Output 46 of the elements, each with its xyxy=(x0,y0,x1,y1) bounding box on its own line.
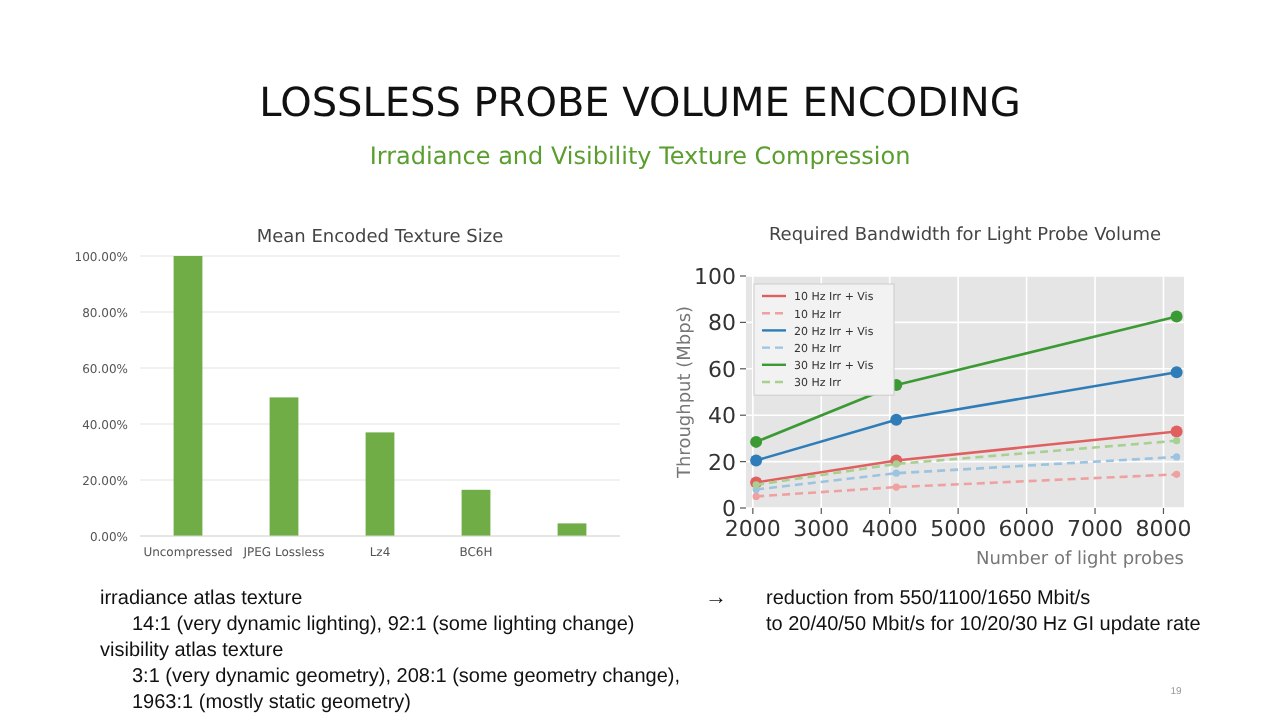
point xyxy=(750,435,763,448)
y-tick-label: 40 xyxy=(708,403,736,430)
point xyxy=(892,483,900,491)
bar xyxy=(461,489,491,536)
chart-title: Required Bandwidth for Light Probe Volume xyxy=(768,226,1163,246)
bar xyxy=(269,397,299,536)
point xyxy=(890,413,903,426)
point xyxy=(892,469,900,477)
point xyxy=(752,492,760,500)
y-tick-label: 60 xyxy=(708,356,736,383)
text: 3:1 (very dynamic geometry), 208:1 (some geometry change), xyxy=(132,666,681,688)
text: LOSSLESS PROBE VOLUME ENCODING xyxy=(259,78,1021,126)
point xyxy=(750,454,763,467)
bar xyxy=(557,523,587,536)
y-tick-label: 100 xyxy=(694,264,736,290)
text: to 20/40/50 Mbit/s for 10/20/30 Hz GI update rate xyxy=(766,614,1202,636)
text: 1963:1 (mostly static geometry) xyxy=(132,692,411,714)
x-tick-label: 8000 xyxy=(1135,516,1192,542)
x-axis-title: Number of light probes xyxy=(975,550,1185,570)
point xyxy=(1173,453,1181,461)
text: Irradiance and Visibility Texture Compression xyxy=(369,142,911,170)
bar xyxy=(365,432,395,536)
text: irradiance atlas texture xyxy=(100,588,304,610)
point xyxy=(1173,470,1181,478)
text: reduction from 550/1100/1650 Mbit/s xyxy=(766,588,1091,610)
chart-title: Mean Encoded Texture Size xyxy=(256,228,505,248)
point xyxy=(1170,366,1183,379)
x-tick-label: 6000 xyxy=(998,516,1055,542)
point xyxy=(1170,425,1183,438)
x-tick-label: 4000 xyxy=(861,516,918,542)
text: visibility atlas texture xyxy=(100,640,285,662)
point xyxy=(892,460,900,468)
point xyxy=(1173,437,1181,445)
y-tick-label: 80 xyxy=(708,310,736,337)
x-tick-label: 5000 xyxy=(930,516,987,542)
x-tick-label: 7000 xyxy=(1067,516,1124,542)
x-tick-label: 2000 xyxy=(724,516,781,542)
y-tick-label: 20 xyxy=(708,449,736,476)
y-axis-title: Throughput (Mbps) xyxy=(676,305,696,481)
point xyxy=(1170,310,1183,323)
y-tick-label: 0 xyxy=(722,496,736,522)
text: → xyxy=(705,586,727,610)
text: 14:1 (very dynamic lighting), 92:1 (some lighting change) xyxy=(132,614,635,636)
bar xyxy=(173,256,203,536)
x-tick-label: 3000 xyxy=(793,516,850,542)
point xyxy=(752,481,760,489)
